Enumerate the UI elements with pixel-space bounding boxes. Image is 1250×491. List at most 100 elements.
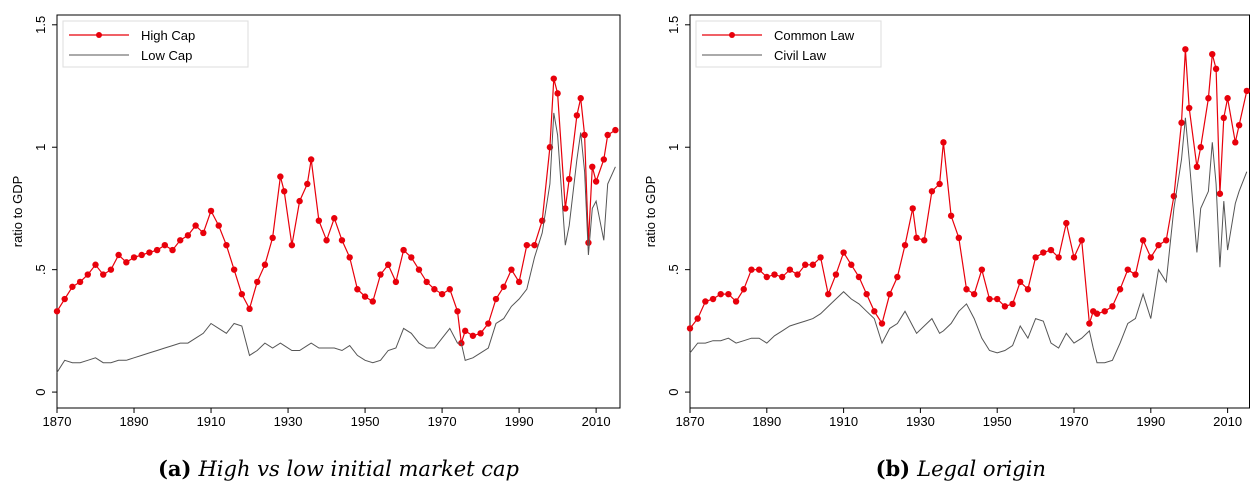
data-point: [423, 278, 430, 286]
data-point: [288, 241, 296, 249]
caption: (a) High vs low initial market cap: [158, 456, 519, 481]
data-point: [1178, 119, 1185, 126]
data-point: [901, 241, 909, 249]
data-point: [215, 222, 222, 229]
data-point: [415, 266, 423, 273]
data-point: [269, 234, 276, 242]
data-point: [238, 290, 246, 298]
x-tick-label: 1890: [752, 414, 781, 429]
data-point: [184, 232, 192, 239]
data-point: [207, 207, 215, 215]
data-point: [978, 266, 986, 273]
data-point: [909, 205, 916, 212]
data-point: [994, 295, 1001, 303]
data-point: [936, 180, 943, 188]
x-tick-label: 1910: [197, 414, 226, 429]
y-tick-label: .5: [33, 264, 48, 275]
legend-box: [695, 20, 882, 68]
data-point: [315, 217, 323, 224]
y-tick-label: 0: [666, 388, 681, 395]
data-point: [361, 293, 369, 300]
data-point: [809, 261, 817, 268]
plot-frame: [56, 14, 621, 409]
data-point: [1001, 303, 1009, 310]
data-point: [763, 273, 771, 281]
data-point: [855, 273, 863, 281]
data-point: [304, 180, 311, 188]
data-point: [1132, 271, 1139, 278]
x-tick-label: 1930: [274, 414, 303, 429]
x-tick-label: 1870: [43, 414, 72, 429]
data-point: [454, 308, 461, 315]
data-point: [153, 246, 161, 254]
data-point: [246, 305, 253, 313]
x-tick-label: 1890: [120, 414, 149, 429]
legend-label: Low Cap: [141, 48, 192, 63]
series-line: [689, 49, 1248, 329]
data-point: [192, 222, 199, 229]
data-point: [702, 298, 709, 305]
data-point: [161, 241, 169, 249]
x-tick-label: 2010: [582, 414, 611, 429]
data-point: [554, 90, 561, 97]
data-point: [485, 320, 492, 327]
data-point: [1243, 87, 1250, 95]
data-point: [408, 254, 415, 261]
data-point: [589, 163, 596, 171]
data-point: [963, 286, 970, 293]
y-tick-label: 0: [33, 388, 48, 395]
data-point: [1235, 121, 1243, 129]
data-point: [717, 290, 724, 298]
legend-marker: [96, 32, 102, 38]
data-point: [323, 237, 330, 244]
legend-label: High Cap: [141, 28, 195, 43]
data-point: [392, 278, 400, 286]
x-tick-label: 1990: [505, 414, 534, 429]
data-point: [1086, 320, 1093, 327]
data-point: [786, 266, 794, 273]
data-point: [1024, 286, 1032, 293]
data-point: [562, 205, 569, 212]
data-point: [1232, 139, 1239, 146]
data-point: [825, 290, 832, 298]
legend-box: [62, 20, 249, 68]
data-point: [531, 241, 538, 249]
data-point: [500, 283, 507, 290]
data-point: [61, 295, 68, 303]
y-tick-label: 1: [666, 144, 681, 151]
data-point: [1193, 163, 1201, 171]
y-axis-label: ratio to GDP: [10, 176, 25, 248]
data-point: [307, 156, 315, 163]
data-point: [384, 261, 392, 268]
data-point: [550, 75, 557, 82]
data-point: [230, 266, 238, 273]
legend-label: Common Law: [774, 28, 855, 43]
data-point: [955, 234, 963, 242]
data-point: [802, 261, 809, 268]
data-point: [725, 290, 732, 298]
data-point: [1212, 65, 1220, 73]
data-point: [592, 178, 600, 185]
data-point: [947, 212, 955, 219]
data-point: [1224, 95, 1231, 102]
data-point: [740, 286, 747, 293]
data-point: [686, 325, 694, 332]
x-tick-label: 1970: [428, 414, 457, 429]
y-tick-label: .5: [666, 264, 681, 275]
data-point: [1116, 286, 1124, 293]
panel: 1870 1890 1910 1930 1950 1970 1990 2010 0 .5 1 1.5 r…: [643, 14, 1250, 481]
data-point: [100, 271, 107, 278]
data-point: [400, 246, 407, 254]
data-point: [369, 298, 376, 305]
data-point: [970, 290, 978, 298]
data-point: [69, 283, 76, 290]
data-point: [338, 237, 346, 244]
data-point: [477, 330, 484, 337]
data-point: [600, 156, 608, 163]
data-point: [1017, 278, 1024, 286]
data-point: [254, 278, 261, 286]
data-point: [817, 254, 824, 261]
data-point: [1032, 254, 1039, 261]
series-line: [56, 78, 616, 344]
